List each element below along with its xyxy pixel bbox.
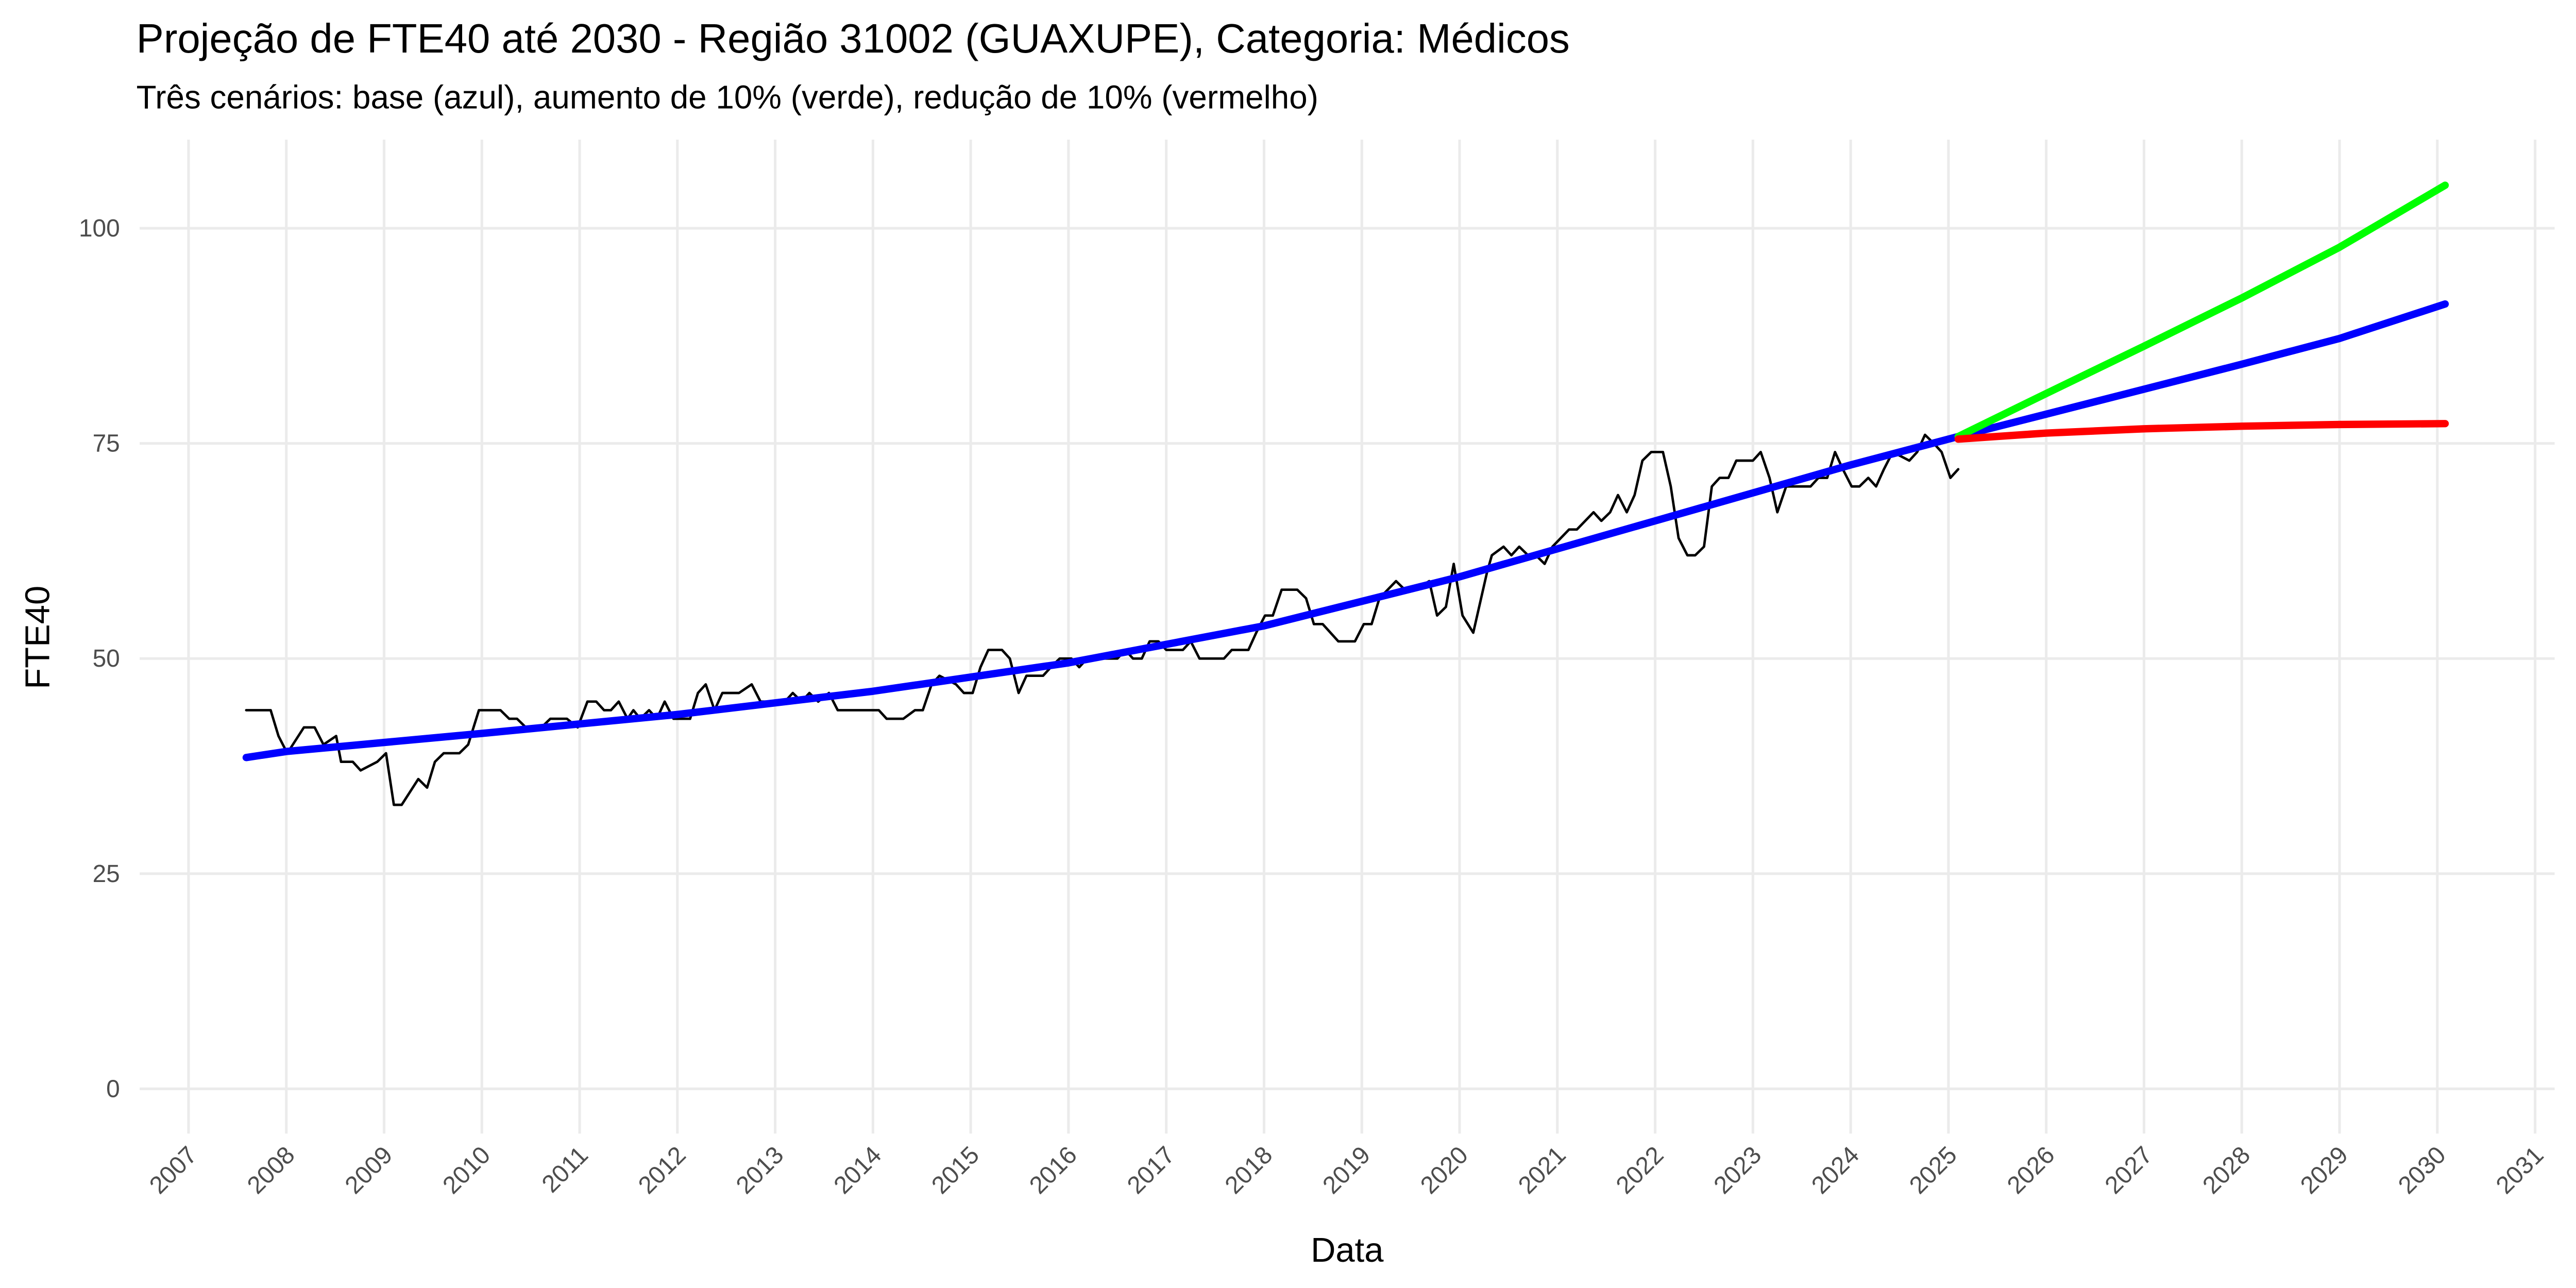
series-line [242,300,2449,761]
x-tick-label: 2017 [1122,1141,1180,1199]
x-tick-label: 2024 [1806,1141,1865,1199]
x-tick-label: 2031 [2491,1141,2549,1199]
y-tick-label: 0 [106,1075,120,1103]
x-tick-label: 2029 [2295,1141,2353,1199]
x-tick-label: 2028 [2197,1141,2256,1199]
x-tick-label: 2008 [242,1141,300,1199]
x-tick-label: 2023 [1709,1141,1767,1199]
chart-title: Projeção de FTE40 até 2030 - Região 3100… [137,15,1570,61]
chart-subtitle: Três cenários: base (azul), aumento de 1… [137,78,1318,115]
x-tick-label: 2027 [2100,1141,2158,1199]
y-axis-title: FTE40 [19,586,57,689]
x-tick-label: 2010 [437,1141,496,1199]
x-tick-label: 2019 [1317,1141,1376,1199]
x-tick-label: 2015 [926,1141,985,1199]
x-tick-label: 2016 [1024,1141,1082,1199]
x-tick-label: 2014 [829,1141,887,1199]
series-line [1954,420,2449,443]
series-line [245,433,1960,806]
x-tick-label: 2007 [144,1141,202,1199]
x-tick-label: 2022 [1611,1141,1669,1199]
x-tick-label: 2013 [731,1141,789,1199]
y-tick-label: 100 [79,215,120,242]
x-tick-label: 2018 [1220,1141,1278,1199]
x-tick-label: 2025 [1904,1141,1962,1199]
x-tick-label: 2030 [2393,1141,2451,1199]
y-tick-label: 75 [93,430,120,457]
x-tick-label: 2011 [537,1141,594,1198]
y-tick-label: 25 [93,860,120,888]
y-tick-label: 50 [93,645,120,672]
x-tick-label: 2026 [2002,1141,2060,1199]
x-axis-title: Data [1311,1231,1384,1269]
x-tick-label: 2021 [1513,1141,1571,1199]
x-tick-label: 2020 [1415,1141,1473,1199]
series-line [1954,181,2449,440]
x-tick-label: 2009 [340,1141,398,1199]
x-tick-label: 2012 [633,1141,691,1199]
